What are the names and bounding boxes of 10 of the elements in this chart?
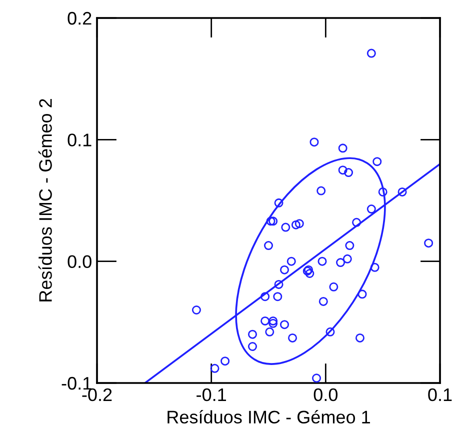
x-axis-title: Resíduos IMC - Gémeo 1 (168, 410, 370, 424)
x-tick-label: -0.2 (82, 388, 112, 402)
y-tick-label: -0.1 (62, 376, 92, 390)
x-tick-label: -0.1 (196, 388, 226, 402)
y-tick-label: 0.0 (68, 255, 92, 268)
x-tick-label: 0.1 (428, 388, 452, 402)
y-axis-title: Resíduos IMC - Gémeo 2 (38, 99, 52, 302)
y-tick-label: 0.1 (68, 134, 92, 146)
y-tick-label: 0.2 (68, 12, 92, 25)
x-tick-label: 0.0 (314, 388, 338, 402)
